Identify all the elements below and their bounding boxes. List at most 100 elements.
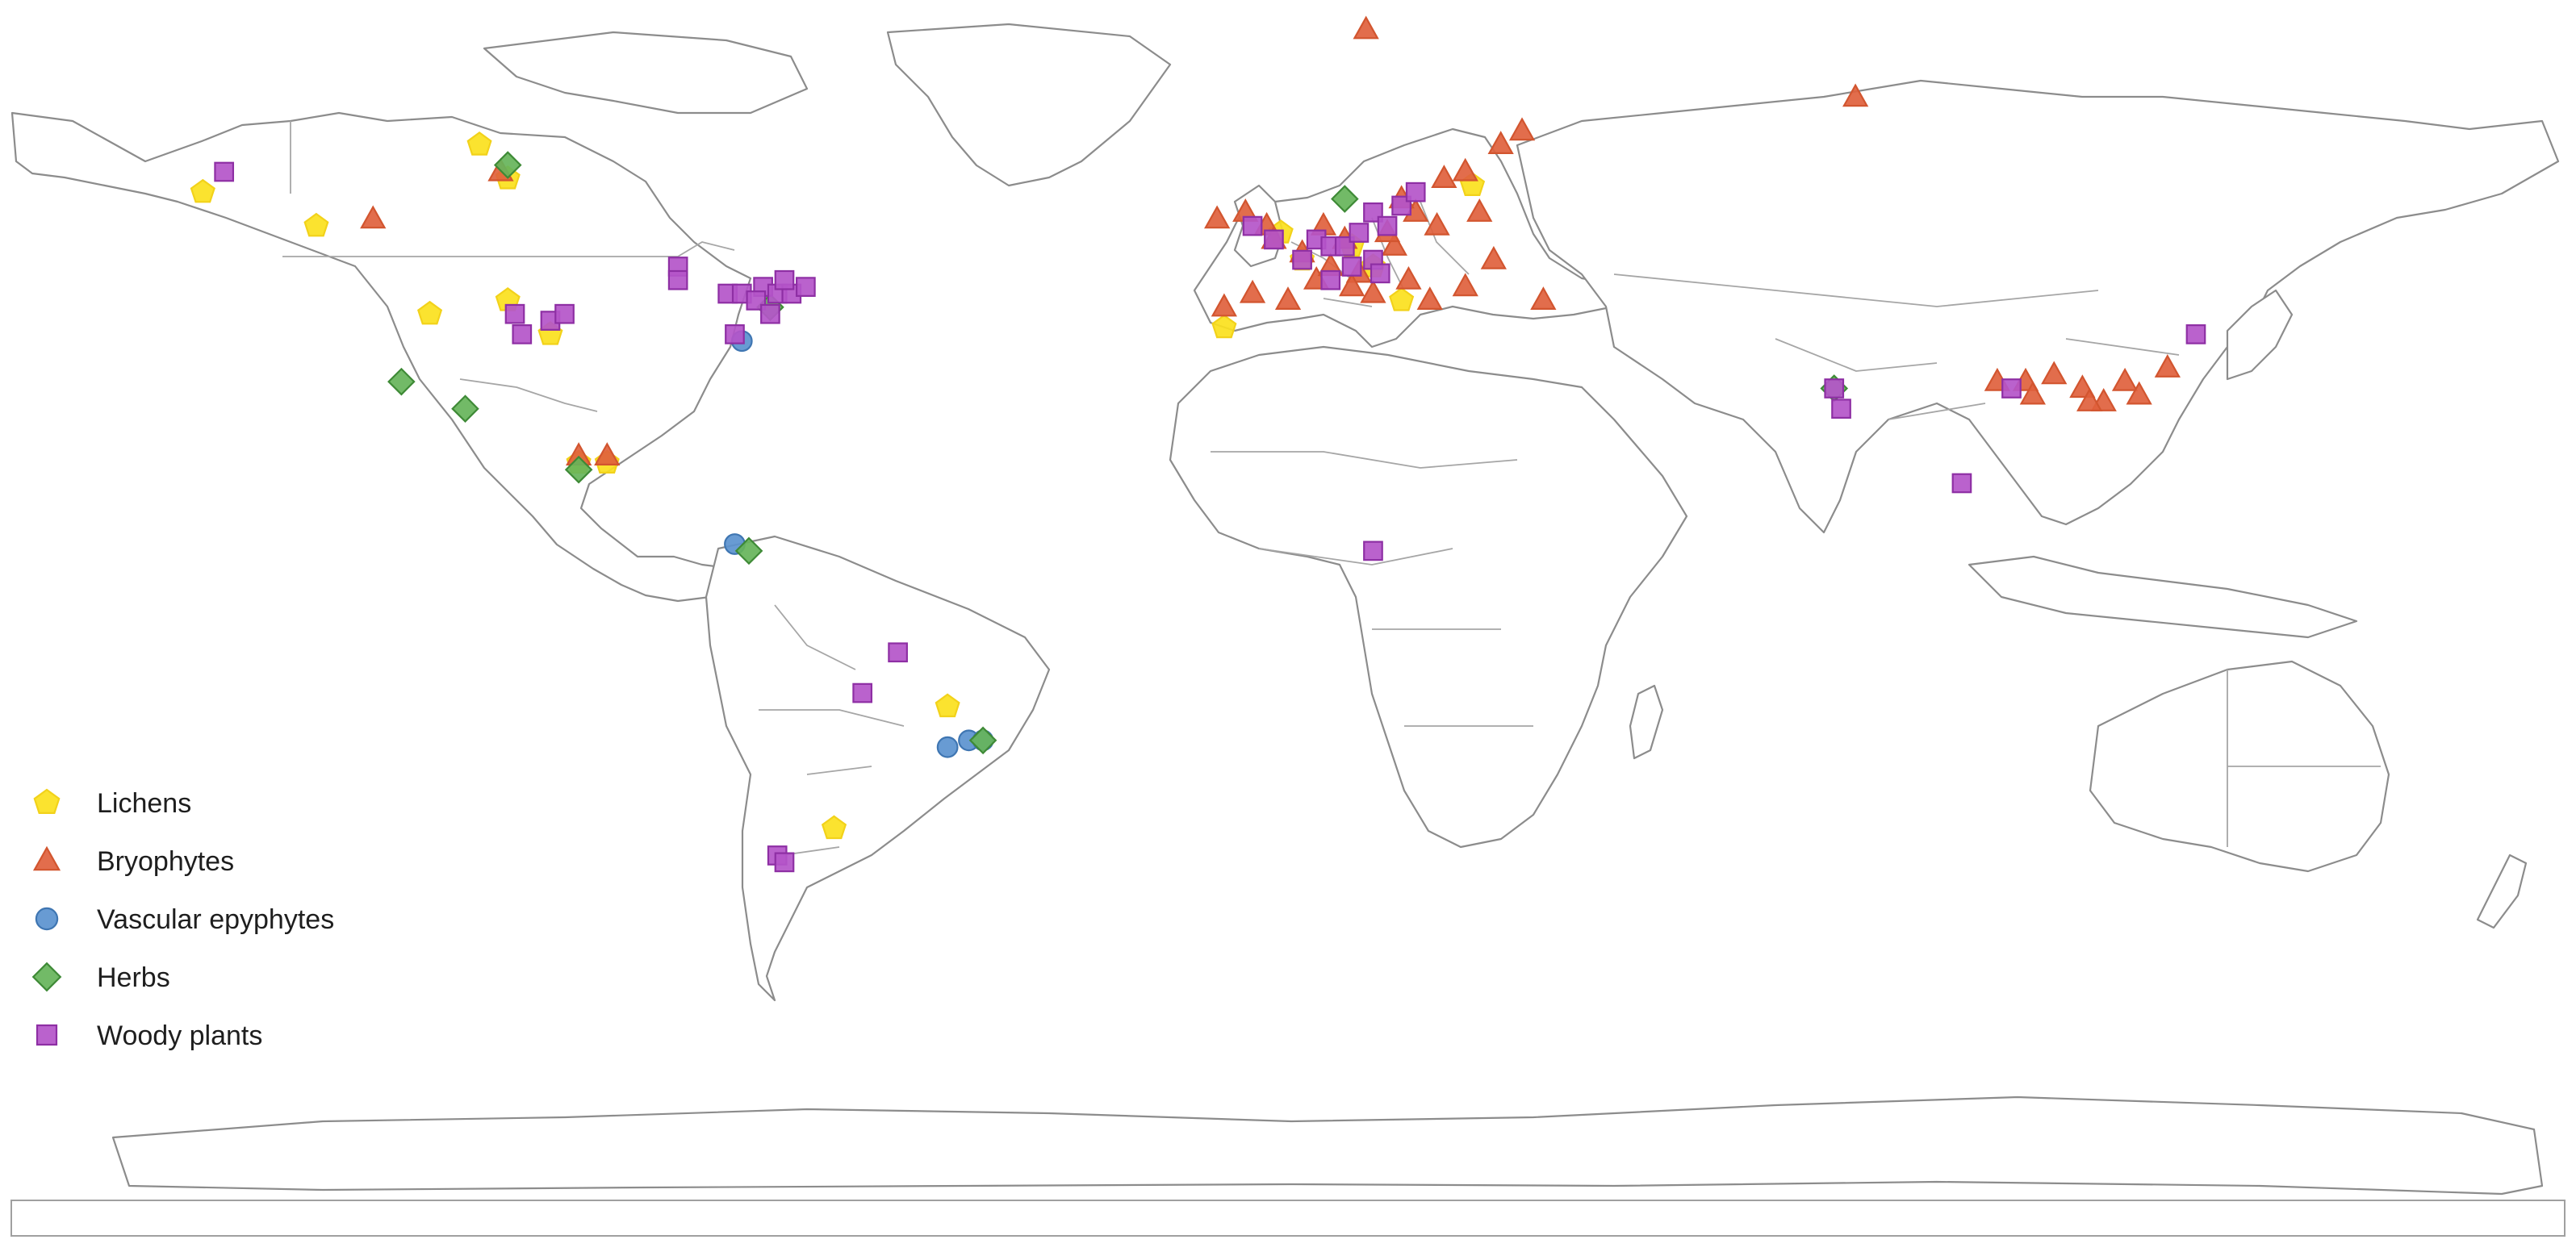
herbs-marker (387, 367, 416, 396)
legend-herbs-symbol (31, 962, 62, 992)
legend-item-lichens: Lichens (33, 788, 191, 819)
bryophytes-marker (1480, 245, 1507, 269)
woody-marker (1292, 249, 1312, 270)
landmasses (10, 23, 2560, 1196)
bryophytes-marker (1204, 205, 1231, 229)
lichens-marker (1389, 287, 1415, 311)
herbs-marker (564, 455, 593, 484)
south-america-borders (759, 604, 905, 856)
woody-marker (2001, 378, 2022, 399)
woody-marker (774, 269, 795, 290)
legend-vascular-symbol (35, 907, 59, 931)
legend-vascular-label: Vascular epyphytes (97, 904, 334, 935)
herbs-marker (1331, 185, 1359, 213)
australia-borders (2227, 670, 2381, 847)
bryophytes-marker (2126, 381, 2152, 405)
woody-marker (2185, 324, 2206, 344)
woody-marker (1264, 229, 1284, 250)
us-mexico-border (459, 378, 598, 412)
herbs-marker (968, 726, 997, 755)
bryophytes-marker (1416, 286, 1443, 310)
bryophytes-marker (2041, 361, 2068, 385)
lichens-marker (821, 815, 847, 840)
woody-marker (796, 277, 816, 297)
bryophytes-marker (1508, 117, 1536, 141)
woody-marker (667, 269, 688, 290)
legend-woody-symbol (36, 1024, 58, 1046)
lichens-marker (466, 131, 492, 156)
woody-marker (852, 682, 873, 703)
us-canada-border (282, 241, 735, 257)
woody-marker (1341, 257, 1362, 277)
antarctica (111, 1096, 2544, 1196)
woody-marker (725, 324, 745, 344)
legend-bryophytes-label: Bryophytes (97, 846, 234, 877)
lichens-marker (935, 693, 960, 718)
woody-marker (1377, 215, 1398, 236)
bryophytes-marker (1452, 157, 1478, 182)
south-america (705, 535, 1051, 1002)
bryophytes-marker (2111, 367, 2139, 391)
woody-marker (554, 303, 575, 324)
legend-herbs-label: Herbs (97, 962, 170, 993)
woody-marker (1824, 378, 1845, 399)
country-borders (282, 121, 2381, 856)
bryophytes-marker (1274, 286, 1302, 310)
occurrence-markers (190, 15, 2206, 873)
legend-item-bryophytes: Bryophytes (32, 845, 234, 877)
woody-marker (1242, 215, 1263, 236)
bryophytes-marker (2076, 388, 2103, 411)
japan (2226, 289, 2294, 381)
woody-marker (888, 642, 908, 663)
bryophytes-marker (1381, 232, 1407, 256)
bryophytes-marker (360, 205, 387, 229)
lichens-marker (190, 178, 215, 203)
asia (1516, 79, 2560, 534)
africa (1169, 345, 1688, 849)
woody-series (214, 161, 2206, 873)
woody-marker (504, 303, 525, 324)
bryophytes-marker (1395, 265, 1422, 290)
woody-marker (512, 324, 533, 344)
bryophytes-marker (1466, 198, 1493, 222)
woody-marker (1831, 399, 1851, 419)
woody-marker (1363, 540, 1383, 561)
bryophytes-marker (1339, 273, 1365, 297)
woody-marker (214, 161, 235, 182)
herbs-marker (734, 536, 763, 565)
bryophytes-marker (1360, 279, 1386, 303)
bryophytes-marker (1353, 15, 1379, 40)
woody-marker (1951, 473, 1972, 494)
legend: Lichens Bryophytes Vascular epyphytes Herbs… (31, 788, 334, 1051)
arctic-islands (483, 31, 809, 115)
legend-bryophytes-symbol (32, 845, 61, 871)
legend-item-herbs: Herbs (31, 962, 170, 993)
bryophytes-marker (1487, 131, 1514, 154)
bryophytes-marker (594, 442, 621, 466)
woody-marker (1320, 269, 1341, 290)
bryophytes-marker (1431, 165, 1457, 188)
woody-marker (1405, 182, 1426, 202)
vascular-marker (936, 736, 959, 758)
legend-woody-label: Woody plants (97, 1020, 262, 1051)
lichens-marker (303, 212, 329, 237)
map-frame (10, 1200, 2566, 1237)
woody-marker (1370, 263, 1390, 284)
woody-marker (760, 303, 780, 324)
herbs-marker (451, 394, 479, 423)
bryophytes-marker (1530, 286, 1557, 310)
maritime-southeast-asia (1968, 555, 2358, 639)
bryophytes-marker (1211, 293, 1237, 317)
woody-marker (774, 852, 795, 873)
africa-borders (1211, 451, 1533, 727)
bryophytes-marker (1424, 211, 1450, 236)
bryophytes-marker (1239, 279, 1266, 303)
legend-item-woody: Woody plants (36, 1020, 262, 1051)
legend-lichens-symbol (33, 788, 61, 815)
new-zealand (2476, 853, 2528, 929)
bryophytes-marker (1452, 273, 1478, 297)
north-america (10, 111, 752, 603)
europe-borders (1290, 201, 1470, 307)
